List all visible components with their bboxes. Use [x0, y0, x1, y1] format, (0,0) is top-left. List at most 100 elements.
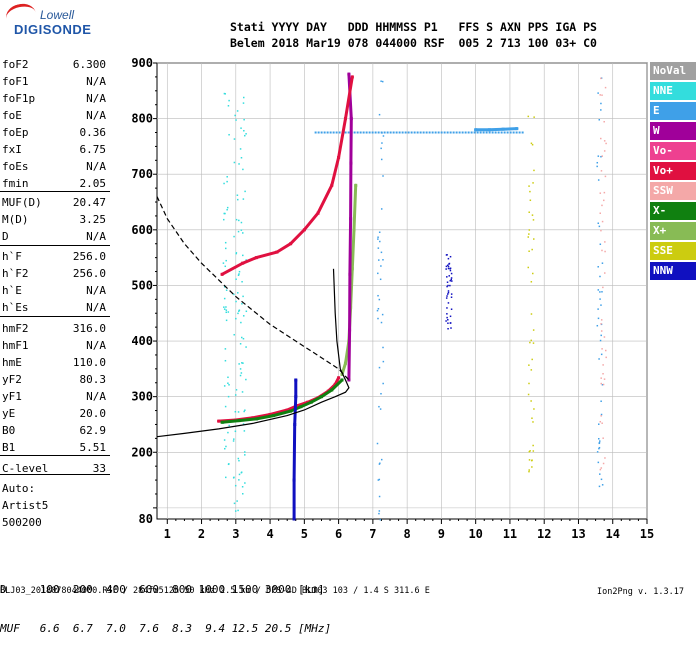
param-value: 6.300: [72, 58, 106, 71]
noise-point: [449, 279, 452, 282]
noise-point: [531, 459, 533, 461]
echo-point: [348, 272, 352, 276]
noise-point: [240, 127, 242, 129]
noise-point: [224, 405, 227, 408]
noise-point: [241, 336, 243, 339]
noise-point: [447, 291, 450, 294]
noise-point: [381, 313, 384, 316]
noise-point: [380, 392, 382, 395]
noise-point: [602, 364, 604, 366]
noise-point: [238, 459, 240, 462]
noise-point: [232, 440, 235, 442]
param-name: D: [2, 230, 9, 243]
noise-point: [600, 353, 603, 356]
footer-muf-row: MUF 6.6 6.7 7.0 7.6 8.3 9.4 12.5 20.5 [M…: [0, 622, 332, 635]
noise-point: [235, 252, 238, 254]
param-name: foEp: [2, 126, 29, 139]
noise-point: [241, 280, 243, 283]
echo-point: [217, 419, 221, 423]
noise-point: [528, 233, 530, 235]
noise-point: [597, 308, 599, 310]
param-value: 316.0: [72, 322, 106, 335]
noise-point: [600, 102, 602, 105]
param-row: yF1 N/A: [2, 390, 106, 407]
param-row: hmF1 N/A: [2, 339, 106, 356]
noise-point: [599, 298, 601, 300]
echo-point: [316, 211, 320, 215]
param-separator: [0, 245, 110, 246]
noise-point: [234, 484, 237, 487]
header-line1: Stati YYYY DAY DDD HHMMSS P1 FFS S AXN P…: [230, 20, 597, 34]
param-row: B1 5.51: [2, 441, 106, 458]
noise-point: [599, 243, 602, 246]
noise-point: [449, 255, 452, 258]
param-name: foF1p: [2, 92, 36, 105]
noise-point: [602, 372, 604, 375]
noise-point: [527, 266, 530, 269]
noise-point: [445, 265, 448, 268]
noise-point: [382, 259, 384, 261]
noise-point: [532, 450, 535, 452]
noise-point: [242, 295, 244, 298]
noise-point: [446, 254, 448, 256]
noise-point: [531, 358, 533, 361]
noise-point: [601, 220, 604, 223]
noise-point: [378, 113, 381, 116]
noise-point: [601, 249, 603, 252]
param-row: h`F2 256.0: [2, 267, 106, 284]
noise-point: [597, 438, 600, 440]
param-row: foF1 N/A: [2, 75, 106, 92]
echo-point: [302, 228, 306, 232]
echo-point: [349, 117, 353, 121]
noise-point: [603, 120, 605, 123]
echo-point: [220, 272, 224, 276]
noise-point: [234, 430, 237, 433]
noise-point: [446, 307, 448, 309]
noise-point: [450, 277, 453, 279]
noise-point: [223, 308, 226, 310]
param-value: 62.9: [79, 424, 107, 437]
logo-line2: DIGISONDE: [14, 22, 92, 37]
footer-d-row: D 100 200 400 600 800 1000 1500 3000 [km…: [0, 583, 325, 596]
param-row: C-level 33: [2, 462, 106, 479]
noise-point: [447, 302, 450, 304]
param-name: foEs: [2, 160, 29, 173]
noise-point: [600, 382, 603, 385]
echo-point: [268, 412, 272, 416]
noise-point: [243, 118, 245, 121]
version-label: Ion2Png v. 1.3.17: [597, 587, 684, 597]
legend-item: W: [650, 122, 696, 140]
noise-point: [446, 276, 448, 278]
y-tick-label: 400: [131, 334, 153, 348]
noise-point: [227, 431, 229, 434]
noise-point: [377, 272, 379, 275]
noise-point: [226, 206, 229, 209]
echo-point: [347, 72, 351, 76]
noise-point: [244, 454, 246, 456]
noise-point: [600, 334, 602, 337]
noise-point: [244, 409, 246, 411]
noise-point: [382, 135, 385, 137]
noise-point: [598, 423, 600, 425]
legend-item: X-: [650, 202, 696, 220]
noise-point: [533, 238, 535, 240]
y-tick-label: 800: [131, 112, 153, 126]
noise-point: [445, 268, 447, 270]
noise-point: [597, 461, 600, 464]
noise-point: [233, 161, 236, 164]
echo-point: [349, 161, 353, 165]
noise-point: [237, 292, 239, 294]
noise-point: [528, 211, 530, 213]
profile-dashed-line: [156, 196, 350, 381]
echo-point: [515, 127, 519, 131]
noise-point: [242, 96, 245, 99]
noise-point: [597, 155, 600, 157]
noise-point: [378, 259, 380, 261]
noise-point: [447, 257, 450, 260]
noise-point: [223, 385, 226, 387]
noise-point: [233, 438, 235, 440]
noise-point: [377, 317, 379, 320]
noise-point: [602, 437, 604, 439]
param-name: B1: [2, 441, 16, 454]
noise-point: [381, 80, 384, 83]
